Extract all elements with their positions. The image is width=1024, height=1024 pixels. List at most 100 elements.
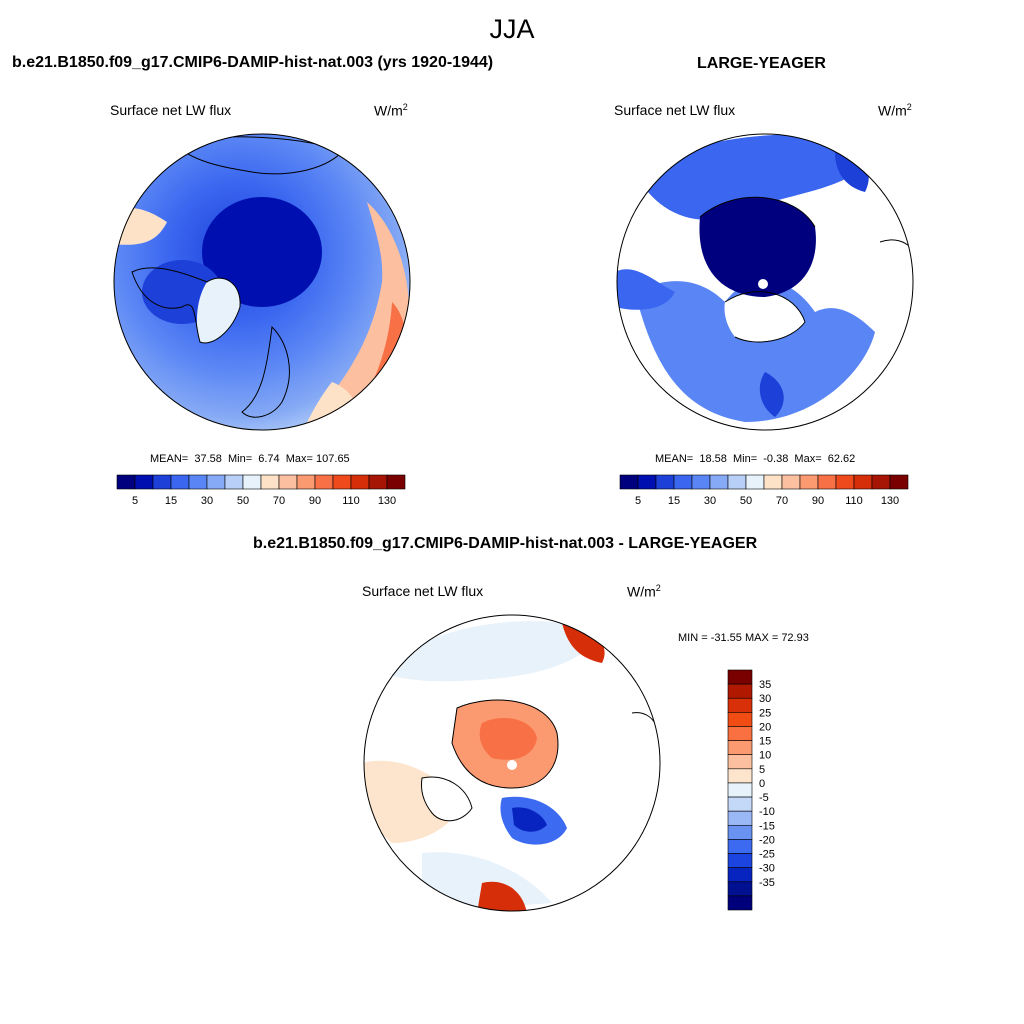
- panel3-colorbar-swatch: [727, 867, 753, 883]
- panel2-colorbar-swatch: [637, 474, 657, 490]
- panel1-map-border: [113, 133, 411, 431]
- panel3-colorbar-tick-label: -20: [759, 834, 775, 846]
- panel3-colorbar-swatch: [727, 895, 753, 911]
- page-title: JJA: [489, 14, 535, 44]
- panel2-coast-greenland: [724, 291, 806, 343]
- panel3-map-border: [363, 614, 661, 912]
- panel3-units-label: W/m2: [627, 583, 661, 600]
- panel3-colorbar-tick-label: -5: [759, 792, 769, 804]
- panel1-colorbar-tick-label: 90: [309, 495, 321, 507]
- panel3-field-cold-core: [512, 807, 547, 832]
- panel3-field-arctic-core: [479, 718, 537, 760]
- panel1-colorbar-tick-label: 15: [165, 495, 177, 507]
- panel3-field-north: [382, 621, 602, 682]
- panel1-coast-canada: [131, 267, 241, 344]
- panel3-colorbar-tick-label: -25: [759, 849, 775, 861]
- panel2-coast-siberia: [699, 196, 816, 228]
- panel1-coast-siberia: [170, 136, 343, 175]
- panel1-map: [113, 133, 411, 431]
- panel3-colorbar-tick-label: 15: [759, 736, 771, 748]
- panel1-colorbar-swatch: [152, 474, 172, 490]
- panel2-colorbar-swatch: [853, 474, 873, 490]
- panel3-colorbar-swatch: [727, 853, 753, 868]
- panel2-field-west: [617, 269, 675, 310]
- panel1-colorbar-swatch: [170, 474, 190, 490]
- panel1-coast-scandinavia: [241, 325, 290, 418]
- panel2-field-north: [635, 134, 875, 220]
- panel3-variable-label: Surface net LW flux: [362, 583, 484, 599]
- panel3-colorbar-tick-label: -10: [759, 806, 775, 818]
- panel1-colorbar-swatch: [368, 474, 388, 490]
- panel1-colorbar: 5 15 30 50 70 90 110 130: [116, 474, 406, 507]
- panel2-field-atlantic: [635, 279, 875, 422]
- panel2-colorbar: 5 15 30 50 70 90 110 130: [619, 474, 909, 507]
- panel3-colorbar-tick-label: 30: [759, 693, 771, 705]
- panel3-stats: MIN = -31.55 MAX = 72.93: [678, 632, 809, 644]
- panel2-greenland: [724, 291, 805, 342]
- panel2-colorbar-tick-label: 5: [635, 495, 641, 507]
- panel3-coast-arctic: [451, 699, 559, 789]
- panel2-colorbar-swatch: [817, 474, 837, 490]
- panel1-colorbar-swatch: [188, 474, 208, 490]
- panel3-colorbar-tick-label: 5: [759, 764, 765, 776]
- panel1-colorbar-swatch: [314, 474, 334, 490]
- panel1-stats: MEAN= 37.58 Min= 6.74 Max= 107.65: [150, 453, 350, 465]
- panel3-colorbar-swatch: [727, 782, 753, 798]
- panel2-units-label: W/m2: [878, 102, 912, 119]
- panel3-colorbar-swatch: [727, 726, 753, 741]
- panel1-colorbar-swatch: [278, 474, 298, 490]
- panel3-title: b.e21.B1850.f09_g17.CMIP6-DAMIP-hist-nat…: [253, 535, 758, 552]
- panel1-field-arctic-core: [202, 197, 322, 307]
- panel3-field-ne-red: [562, 623, 605, 663]
- panel1-colorbar-tick-label: 5: [132, 495, 138, 507]
- panel3-colorbar-tick-label: 20: [759, 721, 771, 733]
- panel2-colorbar-tick-label: 70: [776, 495, 788, 507]
- panel1-colorbar-tick-label: 130: [378, 495, 396, 507]
- panel2-colorbar-swatch: [709, 474, 729, 490]
- panel1-colorbar-swatch: [134, 474, 154, 490]
- panel1-colorbar-swatch: [242, 474, 262, 490]
- panel2-colorbar-tick-label: 110: [845, 495, 863, 507]
- panel3-greenland: [421, 776, 473, 822]
- panel2-field-scandinavia: [759, 372, 784, 417]
- panel1-colorbar-swatch: [386, 474, 406, 490]
- panel2-map: [616, 133, 914, 431]
- panel2-colorbar-swatch: [799, 474, 819, 490]
- panel2-colorbar-swatch: [619, 474, 639, 490]
- panel1-colorbar-tick-label: 70: [273, 495, 285, 507]
- panel1-colorbar-swatch: [116, 474, 136, 490]
- panel3-colorbar-swatch: [727, 754, 753, 770]
- panel2-colorbar-tick-label: 130: [881, 495, 899, 507]
- panel3-colorbar-swatch: [727, 839, 753, 854]
- panel2-colorbar-swatch: [871, 474, 891, 490]
- panel2-colorbar-swatch: [763, 474, 783, 490]
- panel1-greenland: [196, 278, 241, 343]
- panel1-variable-label: Surface net LW flux: [110, 102, 232, 118]
- panel3-colorbar-swatch: [727, 881, 753, 897]
- panel3-pole-hole: [507, 760, 517, 770]
- panel2-colorbar-swatch: [835, 474, 855, 490]
- panel2-variable-label: Surface net LW flux: [614, 102, 736, 118]
- panel3-colorbar-swatch: [727, 669, 753, 685]
- panel2-colorbar-tick-label: 50: [740, 495, 752, 507]
- panel3-colorbar-tick-label: -35: [759, 877, 775, 889]
- panel2-colorbar-tick-label: 15: [668, 495, 680, 507]
- panel3-colorbar-swatch: [727, 740, 753, 756]
- panel3-colorbar-swatch: [727, 796, 753, 812]
- panel1-colorbar-tick-label: 50: [237, 495, 249, 507]
- panel1-colorbar-swatch: [206, 474, 226, 490]
- panel2-colorbar-swatch: [889, 474, 909, 490]
- panel3-colorbar-tick-label: 35: [759, 679, 771, 691]
- panel1-colorbar-tick-label: 110: [342, 495, 360, 507]
- panel3-colorbar-swatch: [727, 810, 753, 826]
- panel3-colorbar-tick-label: 0: [759, 778, 765, 790]
- panel3-colorbar-swatch: [727, 697, 753, 713]
- panel1-colorbar-swatch: [332, 474, 352, 490]
- panel3-map: [363, 614, 661, 912]
- panel2-colorbar-swatch: [655, 474, 675, 490]
- panel2-pole-hole: [758, 279, 768, 289]
- panel2-colorbar-tick-label: 30: [704, 495, 716, 507]
- panel3-colorbar-tick-label: -30: [759, 863, 775, 875]
- panel3-colorbar-swatch: [727, 768, 753, 784]
- panel2-colorbar-swatch: [673, 474, 693, 490]
